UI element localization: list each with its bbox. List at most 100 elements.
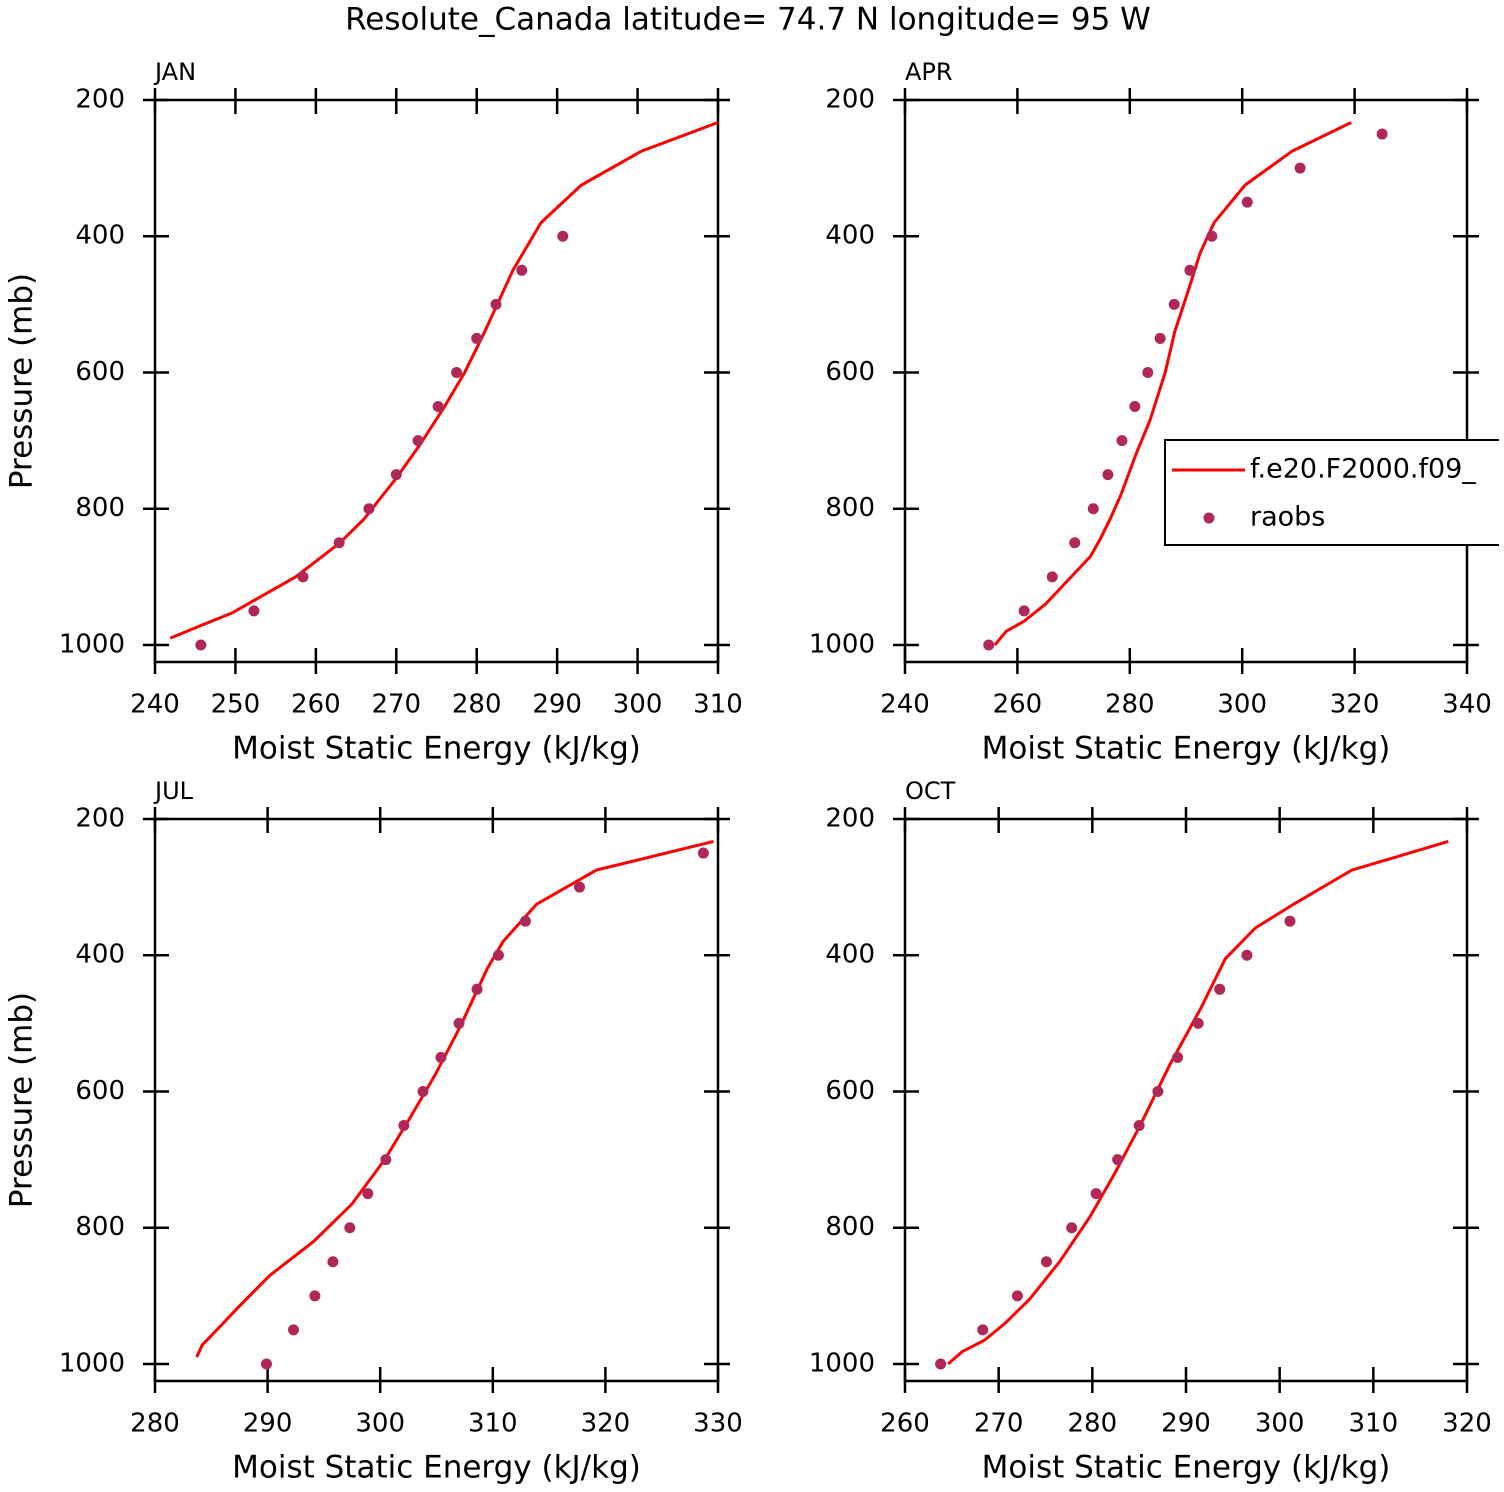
obs-point (1116, 435, 1128, 447)
y-tick-label: 800 (75, 493, 125, 523)
panel-title: JUL (153, 777, 194, 805)
y-tick-label: 400 (825, 940, 875, 970)
x-tick-label: 320 (1330, 690, 1380, 720)
obs-point (492, 949, 504, 961)
panel-title: OCT (905, 777, 956, 805)
x-tick-label: 280 (452, 690, 502, 720)
model-line (195, 840, 714, 1358)
y-axis-label: Pressure (mb) (4, 273, 40, 489)
x-tick-label: 320 (1442, 1409, 1492, 1439)
obs-point (390, 469, 402, 481)
legend: f.e20.F2000.f09_raobs (1164, 439, 1499, 546)
y-tick-label: 400 (75, 940, 125, 970)
y-tick-label: 1000 (59, 1348, 125, 1378)
obs-point (1102, 469, 1114, 481)
obs-point (977, 1324, 989, 1336)
obs-point (557, 230, 569, 242)
obs-point (1184, 264, 1196, 276)
y-tick-label: 600 (825, 1076, 875, 1106)
obs-point (1046, 571, 1058, 583)
obs-point (362, 1188, 374, 1200)
obs-point (1206, 230, 1218, 242)
legend-label: f.e20.F2000.f09_ (1250, 454, 1476, 485)
x-tick-label: 280 (1068, 1409, 1118, 1439)
x-tick-label: 320 (581, 1409, 631, 1439)
obs-point (453, 1017, 465, 1029)
x-tick-label: 280 (1105, 690, 1155, 720)
y-tick-label: 800 (75, 1212, 125, 1242)
panel: APR 240 260 280 300 320 340 200 400 600 800 1000 Moi… (809, 58, 1499, 767)
x-tick-label: 300 (1255, 1409, 1305, 1439)
obs-point (516, 264, 528, 276)
y-tick-label: 800 (825, 1212, 875, 1242)
obs-point (297, 571, 309, 583)
y-tick-label: 600 (75, 357, 125, 387)
x-tick-label: 240 (130, 690, 180, 720)
obs-point (309, 1290, 321, 1302)
y-axis-label: Pressure (mb) (4, 992, 40, 1208)
obs-point (1018, 605, 1030, 617)
x-tick-label: 270 (371, 690, 421, 720)
obs-point (1069, 537, 1081, 549)
obs-point (1154, 332, 1166, 344)
obs-point (1129, 401, 1141, 413)
obs-point (380, 1154, 392, 1166)
obs-point (432, 401, 444, 413)
x-axis-label: Moist Static Energy (kJ/kg) (982, 1450, 1391, 1486)
obs-point (697, 847, 709, 859)
x-tick-label: 260 (880, 1409, 930, 1439)
obs-point (417, 1085, 429, 1097)
y-tick-label: 400 (825, 221, 875, 251)
obs-point (1152, 1085, 1164, 1097)
plot-frame (903, 817, 1469, 1383)
obs-point (344, 1222, 356, 1234)
panel-title: APR (905, 58, 953, 86)
obs-point (333, 537, 345, 549)
obs-point (1284, 915, 1296, 927)
panel: OCT 260 270 280 290 300 310 320 200 400 600 800 1000… (809, 777, 1492, 1486)
model-line (947, 840, 1449, 1366)
x-tick-label: 240 (880, 690, 930, 720)
legend-label: raobs (1250, 502, 1325, 533)
obs-point (287, 1324, 299, 1336)
y-tick-label: 800 (825, 493, 875, 523)
x-axis-label: Moist Static Energy (kJ/kg) (232, 1450, 641, 1486)
x-tick-label: 280 (130, 1409, 180, 1439)
x-axis-label: Moist Static Energy (kJ/kg) (232, 731, 641, 767)
obs-point (451, 366, 463, 378)
x-tick-label: 310 (1349, 1409, 1399, 1439)
figure-title: Resolute_Canada latitude= 74.7 N longitu… (345, 2, 1151, 38)
obs-point (574, 881, 586, 893)
obs-point (363, 503, 375, 515)
obs-point (195, 639, 207, 651)
obs-point (327, 1256, 339, 1268)
obs-point (490, 298, 502, 310)
x-tick-label: 340 (1442, 690, 1492, 720)
y-tick-label: 200 (825, 804, 875, 834)
obs-point (1294, 162, 1306, 174)
obs-point (260, 1358, 272, 1370)
y-tick-label: 1000 (809, 1348, 875, 1378)
x-tick-label: 310 (693, 690, 743, 720)
x-tick-label: 310 (468, 1409, 518, 1439)
y-tick-label: 400 (75, 221, 125, 251)
x-tick-label: 300 (1217, 690, 1267, 720)
obs-point (1192, 1017, 1204, 1029)
y-tick-label: 200 (825, 85, 875, 115)
y-tick-label: 200 (75, 85, 125, 115)
obs-point (398, 1120, 410, 1132)
obs-point (983, 639, 995, 651)
obs-point (471, 983, 483, 995)
obs-point (1172, 1051, 1184, 1063)
obs-point (1090, 1188, 1102, 1200)
obs-point (1214, 983, 1226, 995)
y-tick-label: 1000 (59, 629, 125, 659)
obs-point (471, 332, 483, 344)
legend-swatch (1203, 512, 1215, 524)
plot-frame (903, 98, 1469, 664)
y-tick-label: 600 (825, 357, 875, 387)
x-tick-label: 290 (532, 690, 582, 720)
obs-point (1087, 503, 1099, 515)
x-tick-label: 300 (613, 690, 663, 720)
